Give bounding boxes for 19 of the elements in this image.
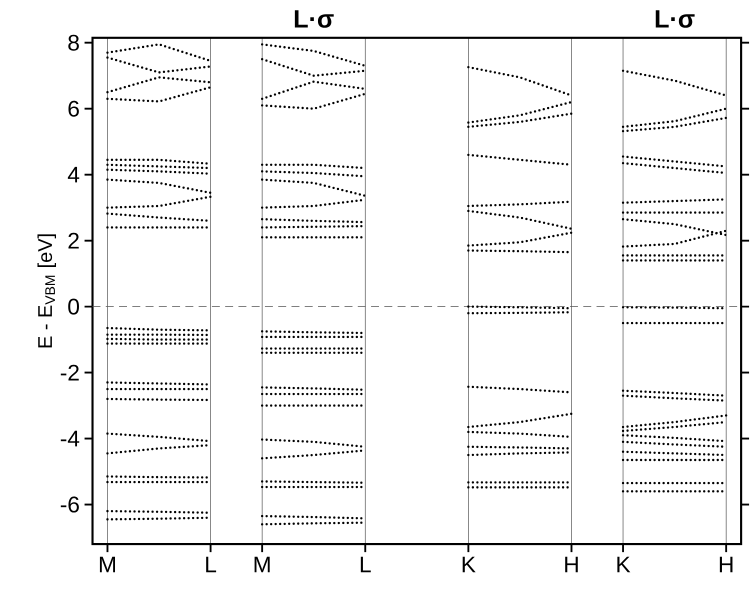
x-tick-label: K: [617, 556, 630, 572]
y-axis-title: E - E$_{VBM}$ [eV]: [37, 234, 56, 348]
y-tick-label: 4: [68, 166, 80, 183]
y-tick-label: -2: [60, 364, 79, 381]
text: L·σ: [656, 10, 695, 28]
y-tick-label: 0: [68, 298, 80, 315]
x-tick-label: L: [360, 556, 371, 572]
y-tick-label: -4: [60, 430, 80, 446]
text: L·σ: [294, 10, 334, 28]
y-tick-label: 8: [68, 34, 79, 51]
x-tick-label: H: [720, 556, 732, 572]
x-tick-label: H: [565, 556, 578, 572]
x-tick-label: M: [254, 556, 270, 572]
x-tick-label: K: [462, 556, 476, 572]
y-tick-label: 2: [68, 232, 79, 249]
x-tick-label: M: [100, 556, 116, 572]
y-tick-label: 6: [68, 100, 79, 117]
y-tick-label: -6: [60, 496, 79, 513]
x-tick-label: L: [206, 556, 216, 572]
